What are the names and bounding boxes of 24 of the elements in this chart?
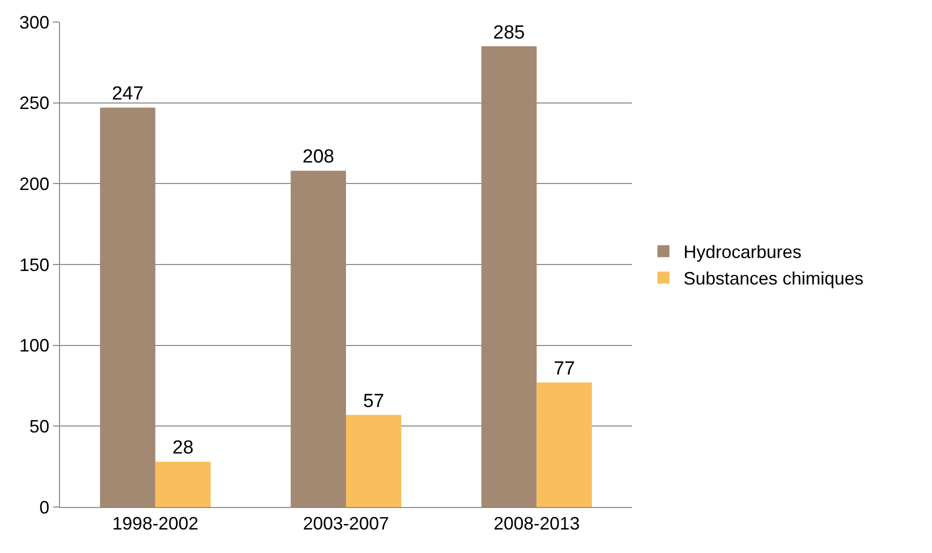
- x-tick-label: 1998-2002: [112, 514, 198, 534]
- bar: [290, 170, 346, 507]
- y-tick-label: 150: [19, 254, 50, 275]
- x-tick-label: 2003-2007: [302, 514, 390, 534]
- y-tick-label: 0: [39, 497, 50, 518]
- bar: [155, 462, 211, 507]
- data-label: 285: [493, 22, 525, 44]
- data-label: 77: [554, 358, 575, 380]
- y-tick-label: 250: [19, 93, 50, 114]
- legend-label: Hydrocarbures: [683, 242, 802, 262]
- y-tick-label: 300: [19, 12, 50, 32]
- y-tick-label: 100: [19, 336, 50, 356]
- bar: [536, 382, 592, 507]
- data-label: 247: [112, 84, 144, 105]
- data-label: 57: [363, 390, 384, 412]
- y-tick-label: 200: [19, 174, 50, 194]
- y-tick-label: 50: [29, 416, 50, 436]
- x-tick-label: 2008-2013: [494, 514, 580, 534]
- data-label: 28: [172, 438, 194, 459]
- bar: [346, 414, 402, 507]
- legend-label: Substances chimiques: [683, 268, 864, 289]
- bar: [481, 46, 537, 507]
- bar: [100, 108, 156, 507]
- data-label: 208: [302, 146, 334, 168]
